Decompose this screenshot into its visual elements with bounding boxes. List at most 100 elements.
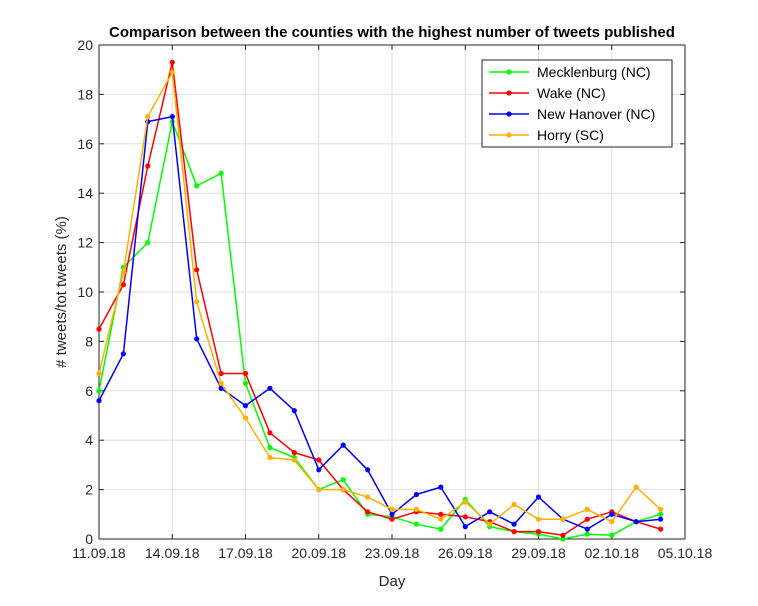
- data-point: [316, 487, 322, 493]
- data-point: [462, 514, 468, 520]
- legend-label: New Hanover (NC): [537, 106, 655, 122]
- data-point: [120, 351, 126, 357]
- data-point: [120, 269, 126, 275]
- data-point: [291, 408, 297, 414]
- data-point: [340, 477, 346, 483]
- data-point: [584, 516, 590, 522]
- data-point: [96, 370, 102, 377]
- grid-layer: [99, 45, 685, 539]
- data-point: [658, 516, 664, 522]
- data-point: [535, 516, 542, 522]
- x-tick-label: 20.09.18: [292, 545, 347, 561]
- y-tick-label: 4: [85, 432, 93, 448]
- data-point: [609, 511, 615, 517]
- y-tick-label: 10: [77, 284, 93, 300]
- data-point: [120, 282, 126, 288]
- data-point: [658, 511, 664, 517]
- data-point: [267, 454, 273, 461]
- y-tick-label: 6: [85, 383, 93, 399]
- y-tick-label: 12: [77, 235, 93, 251]
- data-point: [96, 326, 102, 332]
- y-tick-label: 2: [85, 482, 93, 498]
- x-tick-label: 14.09.18: [145, 545, 200, 561]
- data-point: [340, 442, 346, 448]
- x-tick-label: 17.09.18: [218, 545, 273, 561]
- data-point: [511, 529, 517, 535]
- data-point: [267, 430, 273, 436]
- series-0: [96, 119, 664, 542]
- series-layer: [96, 59, 664, 542]
- data-point: [316, 457, 322, 463]
- x-tick-label: 11.09.18: [72, 545, 126, 561]
- data-point: [242, 370, 249, 377]
- data-point: [584, 526, 590, 532]
- tick-layer: 0 2 4 6 8 10 12 14 16 18 20 11.09.18 14.09.18 17.09.1…: [72, 37, 712, 561]
- data-point: [560, 532, 566, 538]
- x-tick-label: 26.09.18: [438, 545, 493, 561]
- series-line: [98, 115, 661, 530]
- data-point: [584, 531, 590, 537]
- data-point: [438, 526, 444, 532]
- series-2: [96, 114, 664, 532]
- data-point: [584, 506, 590, 512]
- x-tick-label: 02.10.18: [585, 545, 640, 561]
- legend-marker: [506, 69, 512, 75]
- data-point: [169, 59, 175, 65]
- data-point: [145, 240, 151, 246]
- data-point: [218, 385, 224, 391]
- data-point: [267, 385, 273, 391]
- y-axis-label: # tweets/tot tweets (%): [53, 216, 70, 368]
- data-point: [145, 163, 151, 169]
- data-point: [316, 467, 322, 473]
- data-point: [413, 521, 419, 527]
- data-point: [413, 491, 419, 498]
- data-point: [365, 467, 371, 473]
- legend-box: [481, 59, 673, 148]
- data-point: [609, 519, 615, 525]
- legend-label: Wake (NC): [537, 85, 606, 101]
- data-point: [438, 511, 444, 517]
- data-point: [96, 398, 102, 404]
- data-point: [267, 445, 273, 451]
- data-point: [633, 484, 639, 490]
- data-point: [389, 516, 395, 522]
- data-point: [194, 267, 200, 273]
- x-axis-label: Day: [379, 573, 406, 590]
- data-point: [389, 511, 395, 517]
- x-tick-label: 05.10.18: [658, 545, 713, 561]
- data-point: [291, 450, 297, 456]
- data-point: [462, 499, 468, 505]
- data-point: [462, 524, 468, 530]
- data-point: [658, 526, 664, 532]
- data-point: [511, 501, 517, 507]
- legend-marker: [506, 132, 512, 138]
- data-point: [242, 380, 249, 386]
- y-tick-label: 14: [77, 185, 93, 201]
- x-tick-label: 29.09.18: [511, 545, 566, 561]
- data-point: [218, 370, 224, 377]
- legend: Mecklenburg (NC) Wake (NC) New Hanover (NC…: [481, 59, 673, 148]
- data-point: [96, 388, 102, 394]
- data-point: [169, 69, 175, 75]
- y-tick-label: 20: [77, 37, 93, 53]
- data-point: [560, 516, 566, 522]
- legend-marker: [506, 111, 512, 117]
- series-line: [98, 71, 662, 525]
- chart-title: Comparison between the counties with the…: [109, 24, 675, 41]
- data-point: [365, 494, 371, 500]
- series-3: [96, 69, 664, 527]
- data-point: [194, 299, 200, 305]
- data-point: [487, 521, 493, 527]
- data-point: [291, 457, 297, 463]
- data-point: [242, 415, 249, 421]
- data-point: [609, 532, 615, 538]
- data-point: [169, 114, 175, 120]
- data-point: [194, 183, 200, 189]
- y-tick-label: 8: [85, 333, 93, 349]
- data-point: [145, 114, 151, 120]
- y-tick-label: 18: [77, 86, 93, 102]
- data-point: [511, 521, 517, 527]
- data-point: [438, 516, 444, 522]
- data-point: [340, 487, 346, 493]
